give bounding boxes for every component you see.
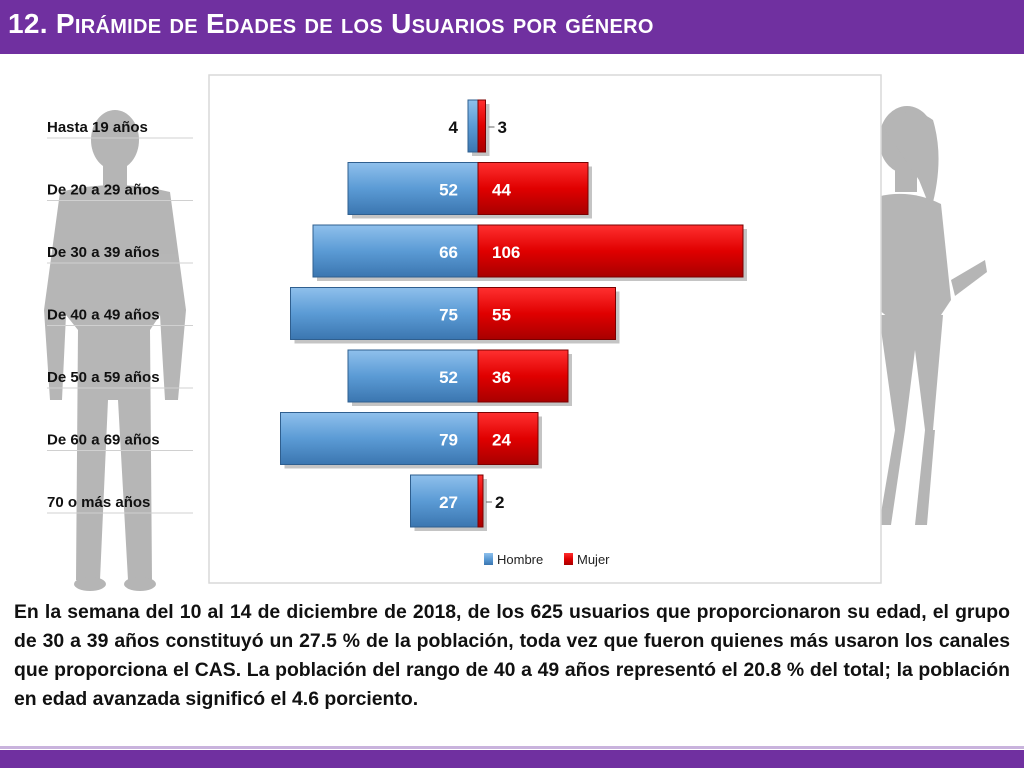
bar-mujer-hasta-19-anos — [477, 99, 486, 153]
bar-hombre-de-60-a-69-anos — [280, 412, 479, 465]
bar-hombre-70-o-mas-anos — [410, 474, 479, 528]
legend-swatch-hombre — [484, 553, 493, 565]
bar-mujer-de-30-a-39-anos — [477, 224, 744, 278]
category-label-70-o-mas-anos: 70 o más años — [47, 494, 150, 511]
bar-hombre-de-50-a-59-anos — [347, 349, 479, 403]
page-title: 12. Pirámide de Edades de los Usuarios p… — [8, 8, 654, 39]
value-label-mujer-de-50-a-59-anos: 36 — [492, 368, 511, 387]
bar-mujer-de-20-a-29-anos — [477, 162, 589, 215]
title-banner: 12. Pirámide de Edades de los Usuarios p… — [0, 0, 1024, 54]
value-label-hombre-de-60-a-69-anos: 79 — [439, 431, 458, 450]
value-label-hombre-de-20-a-29-anos: 52 — [439, 181, 458, 200]
legend-label-mujer: Mujer — [577, 552, 610, 567]
value-label-hombre-de-30-a-39-anos: 66 — [439, 243, 458, 262]
bar-mujer-70-o-mas-anos — [477, 474, 484, 528]
footer-bar — [0, 746, 1024, 768]
value-label-mujer-de-40-a-49-anos: 55 — [492, 306, 511, 325]
man-silhouette-icon — [44, 110, 186, 591]
value-label-hombre-de-40-a-49-anos: 75 — [439, 306, 458, 325]
chart-legend: Hombre Mujer — [484, 552, 610, 567]
value-label-hombre-70-o-mas-anos: 27 — [439, 493, 458, 512]
value-label-mujer-70-o-mas-anos: 2 — [495, 493, 504, 512]
bar-hombre-de-20-a-29-anos — [347, 162, 479, 215]
category-label-de-50-a-59-anos: De 50 a 59 años — [47, 369, 160, 386]
category-label-de-40-a-49-anos: De 40 a 49 años — [47, 307, 160, 324]
bar-mujer-de-40-a-49-anos — [477, 287, 616, 340]
bar-mujer-de-50-a-59-anos — [477, 349, 569, 403]
value-label-mujer-de-30-a-39-anos: 106 — [492, 243, 520, 262]
value-label-hombre-de-50-a-59-anos: 52 — [439, 368, 458, 387]
bar-hombre-hasta-19-anos — [467, 99, 479, 153]
value-label-mujer-de-60-a-69-anos: 24 — [492, 431, 511, 450]
category-label-hasta-19-anos: Hasta 19 años — [47, 119, 148, 136]
category-label-de-60-a-69-anos: De 60 a 69 años — [47, 432, 160, 449]
woman-silhouette-icon — [763, 106, 987, 525]
bar-mujer-de-60-a-69-anos — [477, 412, 539, 465]
legend-label-hombre: Hombre — [497, 552, 543, 567]
value-label-mujer-hasta-19-anos: 3 — [498, 118, 507, 137]
value-label-hombre-hasta-19-anos: 4 — [449, 118, 459, 137]
summary-paragraph: En la semana del 10 al 14 de diciembre d… — [14, 601, 1010, 710]
legend-swatch-mujer — [564, 553, 573, 565]
category-label-de-30-a-39-anos: De 30 a 39 años — [47, 244, 160, 261]
bar-shadow — [482, 479, 487, 531]
category-label-de-20-a-29-anos: De 20 a 29 años — [47, 182, 160, 199]
value-label-mujer-de-20-a-29-anos: 44 — [492, 181, 511, 200]
bar-hombre-de-40-a-49-anos — [290, 287, 479, 340]
